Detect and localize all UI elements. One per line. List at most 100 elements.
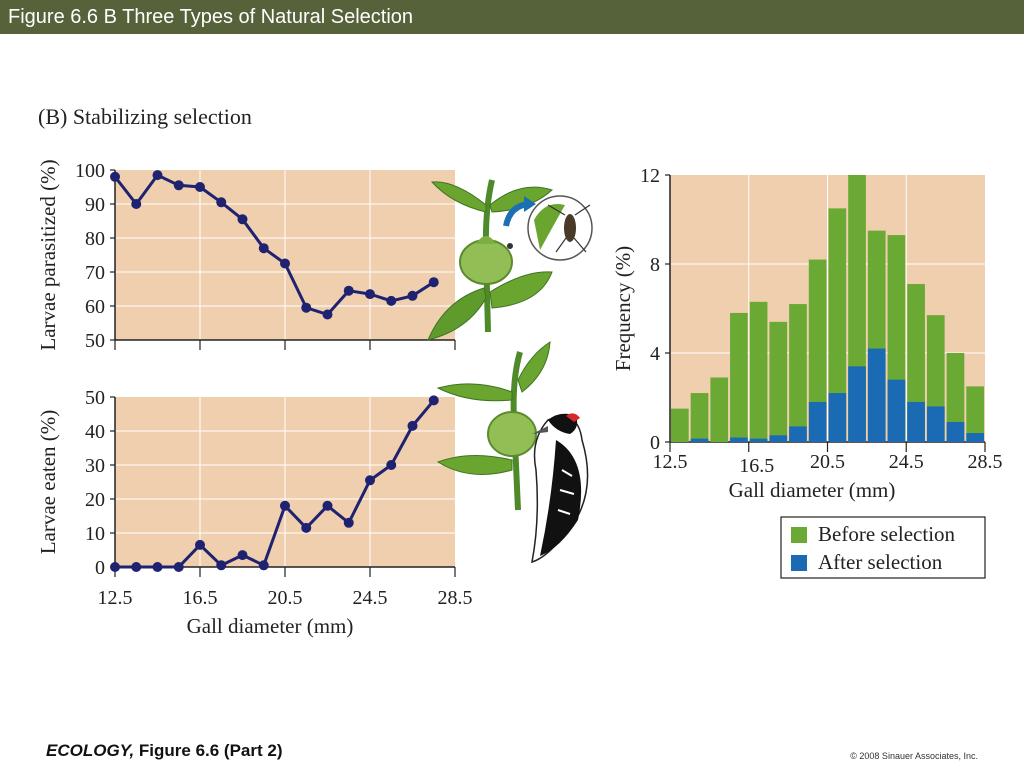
data-point [280,500,290,511]
bar-after [887,379,906,442]
bar-after [690,438,709,442]
chart-parasitized: 50 60 70 80 90 100 Larvae parasitized (%) [36,159,456,352]
data-point [343,285,354,296]
data-point [258,243,269,254]
legend: Before selection After selection [780,516,986,579]
bar-before [730,312,748,442]
bar-after [828,393,847,442]
y-tick-label: 80 [85,228,105,250]
y-tick-label: 70 [85,262,105,284]
x-tick-label: 28.5 [968,451,1003,473]
legend-label-before: Before selection [818,522,956,546]
y-axis-label: Larvae parasitized (%) [36,159,60,350]
data-point [322,309,333,320]
data-point [301,522,312,533]
data-point [152,562,163,572]
data-point [428,277,439,288]
y-tick-label: 50 [85,330,105,352]
data-point [407,290,418,301]
data-point [110,171,120,182]
bar-after [769,435,788,442]
data-point [237,550,248,561]
panel-label: (B) Stabilizing selection [38,104,252,129]
y-tick-label: 20 [85,489,105,511]
data-point [110,562,120,572]
data-point [195,539,205,550]
chart-frequency: 0 4 8 12 Frequency (%) 12.5 16.5 20.5 24.5 28.5 Ga… [611,165,1003,579]
legend-swatch-before [791,527,807,543]
gall-fly-illustration [427,179,593,341]
header-title: Figure 6.6 B Three Types of Natural Sele… [8,6,414,28]
x-tick-label: 20.5 [268,587,303,609]
header-bar: Figure 6.6 B Three Types of Natural Sele… [0,0,1024,34]
x-tick-label: 20.5 [810,451,845,473]
bar-before [749,301,768,442]
data-point [152,170,163,181]
bar-after [946,421,965,442]
chart-eaten: 0 10 20 30 40 50 Larvae eaten (%) 12.5 16.5 20.5 2… [36,387,473,638]
legend-swatch-after [791,555,807,571]
data-point [322,500,333,511]
data-point [131,199,142,209]
woodpecker-illustration [436,341,589,564]
bar-before [789,304,807,442]
x-tick-label: 24.5 [353,587,388,609]
y-tick-label: 8 [650,254,660,276]
y-tick-label: 40 [85,421,105,443]
legend-label-after: After selection [818,550,943,574]
data-point [386,460,397,470]
bar-after [907,401,925,442]
data-point [301,302,312,313]
y-tick-label: 4 [650,343,660,365]
bar-after [867,348,886,442]
y-tick-label: 100 [75,160,105,182]
data-point [216,197,227,208]
data-point [195,182,205,192]
data-point [428,395,439,406]
bar-after [749,438,768,442]
bar-after [926,406,945,442]
bar-after [730,437,748,442]
y-axis-label: Frequency (%) [611,246,635,371]
data-point [258,560,269,571]
bar-after [808,401,827,442]
footer-copyright: © 2008 Sinauer Associates, Inc. [850,751,978,761]
x-axis-label: Gall diameter (mm) [187,614,354,638]
y-tick-label: 90 [85,194,105,216]
bar-after [966,433,984,442]
data-point [237,214,248,225]
bar-before [710,377,729,442]
bar-after [789,426,807,442]
data-point [365,289,375,300]
x-tick-label: 16.5 [739,455,774,477]
footer-book-title: ECOLOGY, [46,741,135,760]
series-line [115,399,435,569]
y-tick-label: 30 [85,455,105,477]
legend-box [780,516,986,579]
bar-before [946,353,965,442]
y-tick-label: 12 [640,165,660,187]
data-point [173,562,184,572]
y-tick-label: 50 [85,387,105,409]
bar-before [828,208,847,442]
x-tick-label: 28.5 [438,587,473,609]
bar-after [848,366,866,442]
bar-before [769,321,788,442]
bar-before [808,259,827,442]
x-tick-label: 12.5 [98,587,133,609]
y-tick-label: 0 [95,557,105,579]
bar-before [671,408,689,442]
bar-before [690,393,709,442]
y-tick-label: 0 [650,432,660,454]
y-axis-label: Larvae eaten (%) [36,410,60,555]
footer-figure-label: Figure 6.6 (Part 2) [134,741,283,760]
data-point [131,562,142,572]
y-tick-label: 10 [85,523,105,545]
data-point [173,180,184,191]
bar-before [966,386,984,442]
x-tick-label: 24.5 [889,451,924,473]
footer-citation: ECOLOGY, Figure 6.6 (Part 2) [46,741,283,761]
x-axis-label: Gall diameter (mm) [729,478,896,502]
data-point [343,517,354,528]
